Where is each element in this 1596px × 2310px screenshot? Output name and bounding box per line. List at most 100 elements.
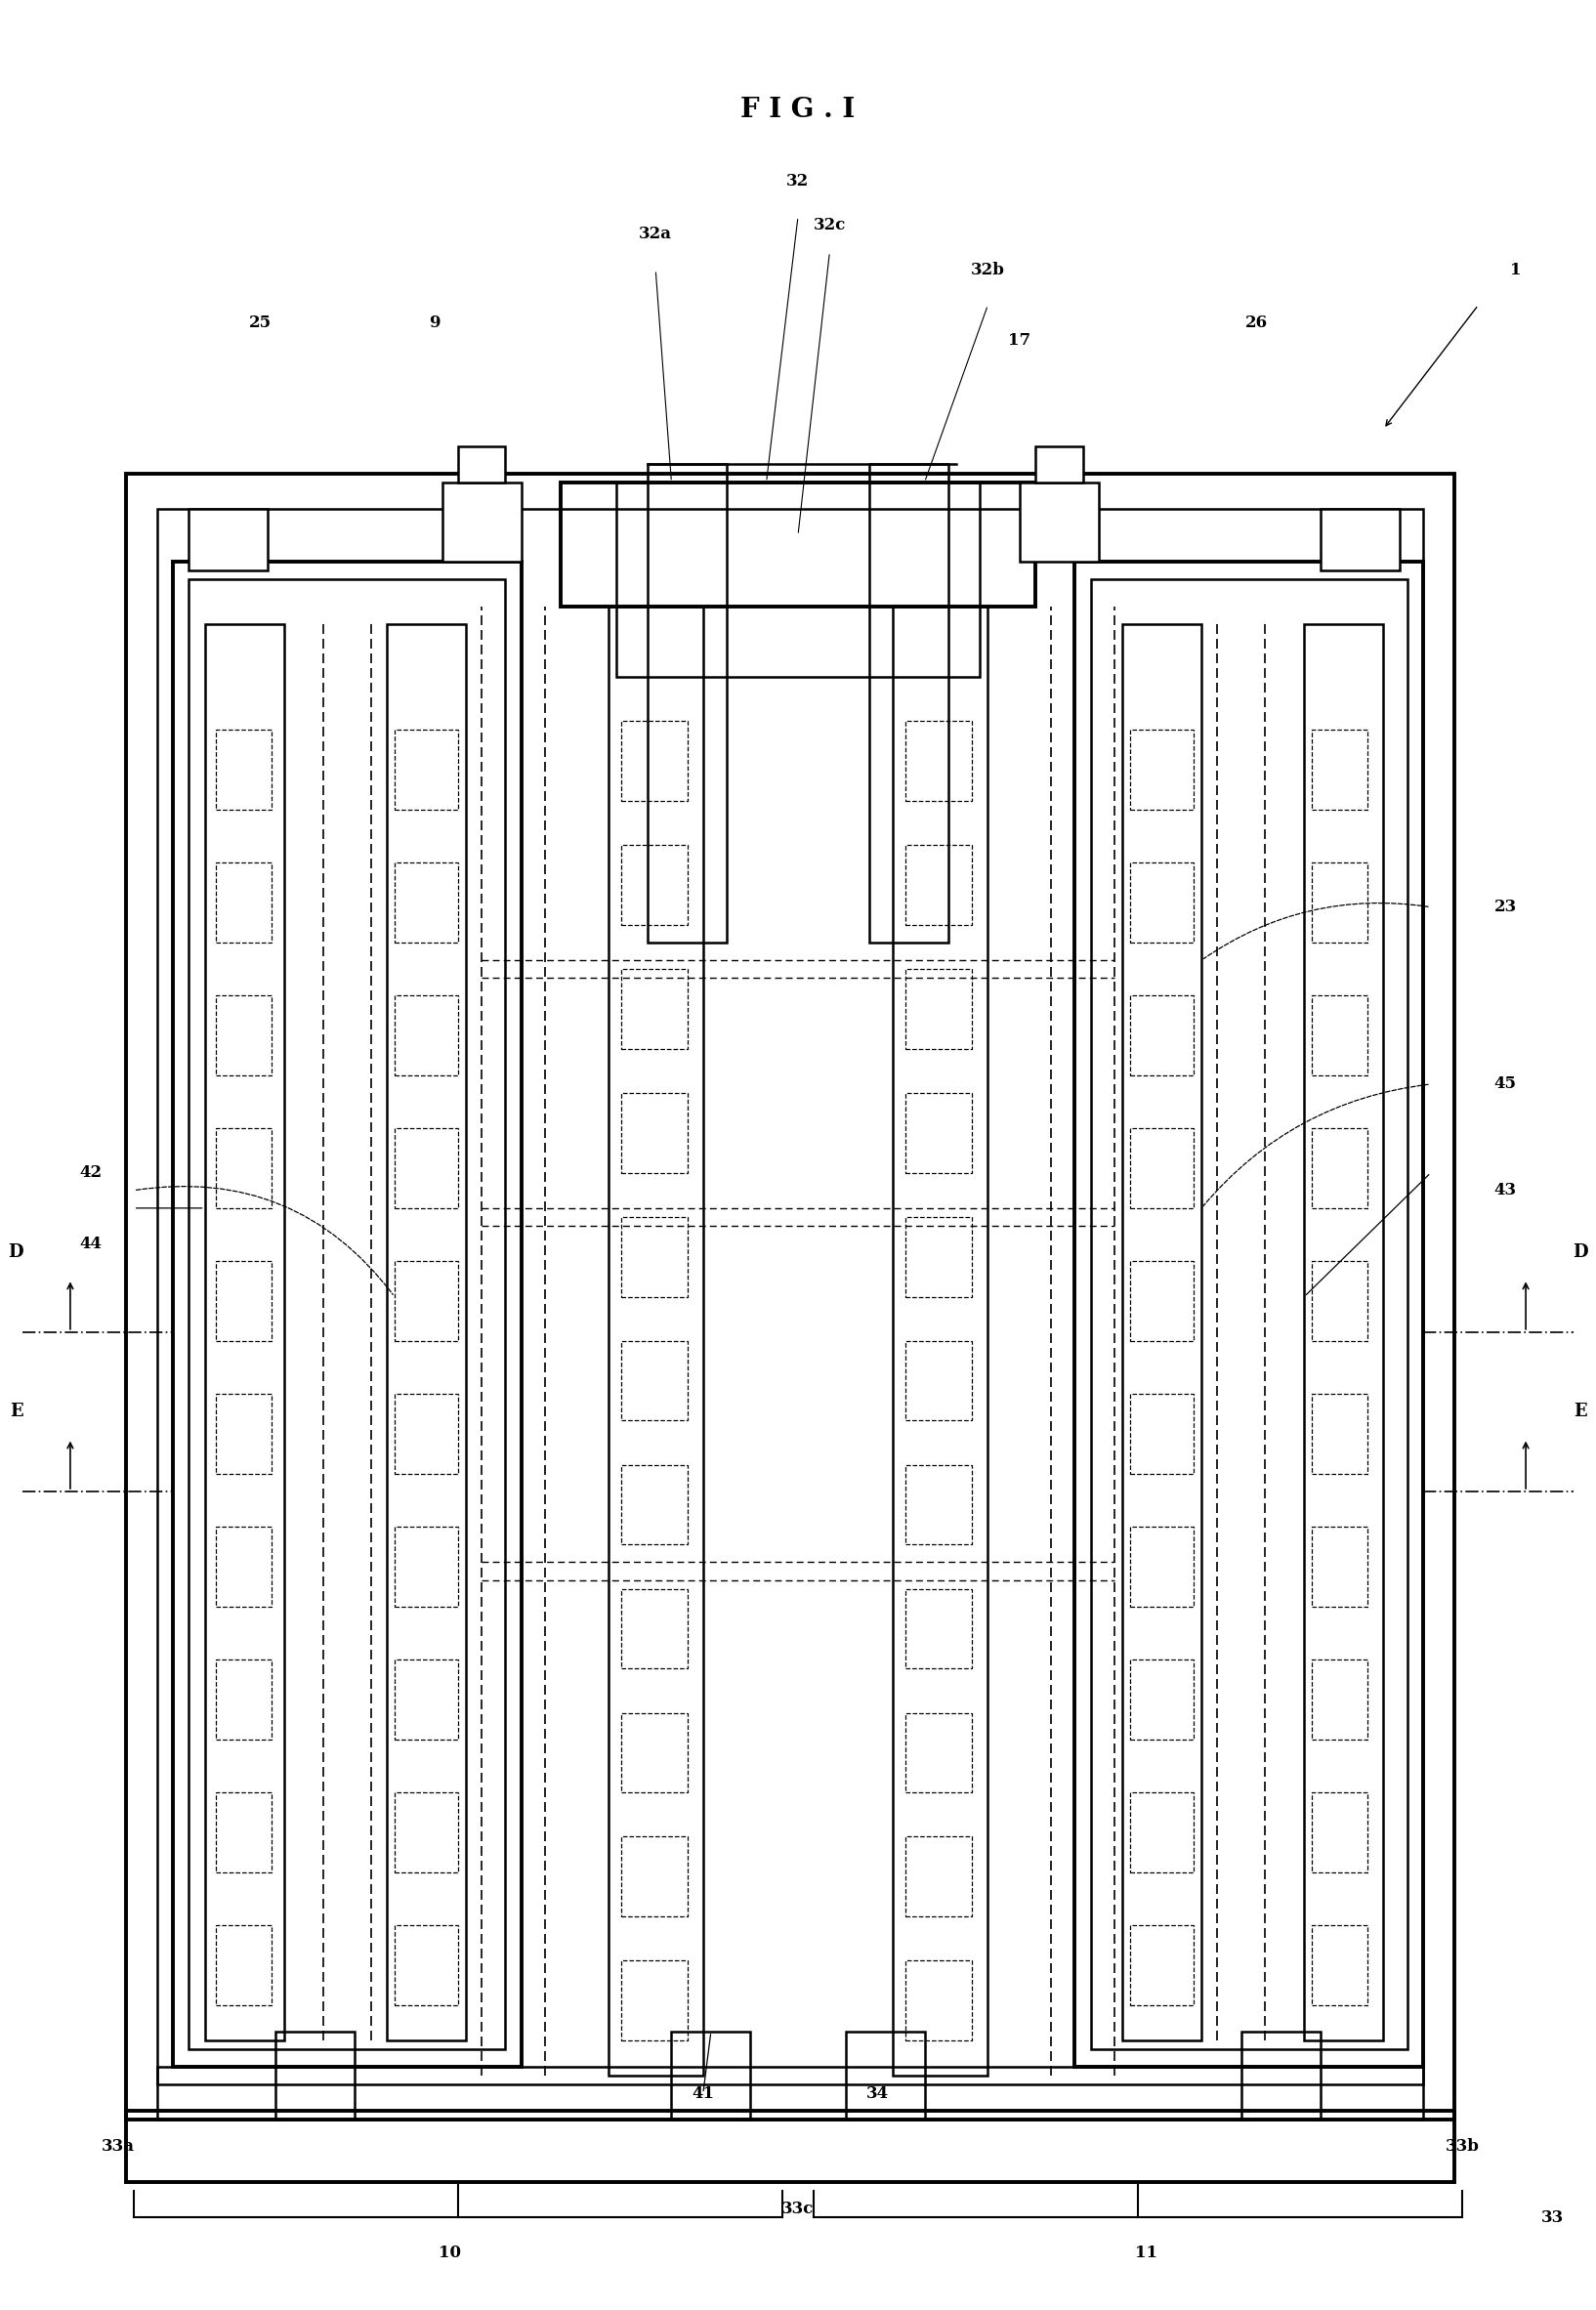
Bar xyxy=(1020,483,1098,561)
Bar xyxy=(1312,1393,1368,1474)
Bar xyxy=(394,1130,458,1208)
Bar xyxy=(1242,2030,1320,2121)
Bar xyxy=(621,721,688,802)
Bar xyxy=(126,2111,1454,2183)
Bar xyxy=(1130,1527,1194,1605)
Bar xyxy=(905,970,972,1049)
Text: 32a: 32a xyxy=(638,226,672,243)
Bar xyxy=(458,446,506,483)
Bar xyxy=(621,1961,688,2040)
Bar xyxy=(616,483,980,677)
Text: 32b: 32b xyxy=(970,261,1005,277)
Bar xyxy=(1130,1393,1194,1474)
Text: 33: 33 xyxy=(1542,2208,1564,2227)
Bar xyxy=(1130,1924,1194,2005)
Text: 17: 17 xyxy=(1009,333,1031,349)
Text: 33b: 33b xyxy=(1446,2139,1479,2155)
Bar xyxy=(870,464,948,942)
Bar xyxy=(215,1130,271,1208)
Text: 42: 42 xyxy=(80,1164,102,1180)
Bar xyxy=(394,864,458,942)
Bar xyxy=(1130,1793,1194,1871)
Bar xyxy=(215,1527,271,1605)
Bar xyxy=(1130,730,1194,811)
Bar xyxy=(621,1340,688,1421)
Bar xyxy=(394,1793,458,1871)
Bar xyxy=(215,1261,271,1340)
Bar xyxy=(1090,580,1408,2049)
Bar xyxy=(905,1217,972,1296)
Bar xyxy=(905,1836,972,1917)
Text: 25: 25 xyxy=(249,314,271,330)
Bar xyxy=(158,508,1424,2084)
Bar xyxy=(386,624,466,2040)
Bar xyxy=(188,508,268,571)
Bar xyxy=(188,580,506,2049)
Bar xyxy=(204,624,284,2040)
Text: 45: 45 xyxy=(1494,1076,1516,1093)
Bar xyxy=(1312,1527,1368,1605)
Text: 32: 32 xyxy=(787,173,809,189)
Bar xyxy=(892,605,988,2077)
Text: 9: 9 xyxy=(428,314,440,330)
Text: 43: 43 xyxy=(1494,1183,1516,1199)
Bar xyxy=(905,1589,972,1668)
Bar xyxy=(394,996,458,1076)
Bar xyxy=(1130,1261,1194,1340)
Bar xyxy=(560,483,1036,605)
Bar xyxy=(905,1340,972,1421)
Text: 10: 10 xyxy=(439,2245,461,2261)
Text: 33c: 33c xyxy=(782,2199,814,2218)
Text: 23: 23 xyxy=(1494,899,1516,915)
Text: 11: 11 xyxy=(1135,2245,1157,2261)
Bar xyxy=(1312,730,1368,811)
Bar xyxy=(1312,1261,1368,1340)
Bar xyxy=(215,1659,271,1739)
Bar xyxy=(394,1924,458,2005)
Bar xyxy=(905,1961,972,2040)
Bar xyxy=(905,1712,972,1793)
Bar xyxy=(621,845,688,924)
Bar xyxy=(215,1793,271,1871)
Bar xyxy=(215,864,271,942)
Text: E: E xyxy=(10,1402,22,1421)
Bar xyxy=(608,605,704,2077)
Bar xyxy=(1130,1659,1194,1739)
Bar xyxy=(621,1836,688,1917)
Bar xyxy=(394,1527,458,1605)
Bar xyxy=(621,1217,688,1296)
Bar xyxy=(621,1465,688,1545)
Bar xyxy=(1074,561,1424,2067)
Text: F I G . I: F I G . I xyxy=(741,97,855,122)
Bar xyxy=(276,2030,354,2121)
Bar xyxy=(215,996,271,1076)
Text: 33a: 33a xyxy=(101,2139,134,2155)
Bar xyxy=(1122,624,1202,2040)
Bar xyxy=(1130,864,1194,942)
Bar xyxy=(215,1924,271,2005)
Bar xyxy=(621,1712,688,1793)
Bar xyxy=(1312,996,1368,1076)
Bar xyxy=(648,464,726,942)
Bar xyxy=(846,2030,924,2121)
Bar xyxy=(905,1465,972,1545)
Bar xyxy=(1036,446,1082,483)
Bar xyxy=(905,1093,972,1173)
Bar xyxy=(621,1589,688,1668)
Bar xyxy=(621,1093,688,1173)
Bar xyxy=(1312,864,1368,942)
Bar xyxy=(1312,1659,1368,1739)
Bar xyxy=(215,1393,271,1474)
Text: 44: 44 xyxy=(80,1236,102,1252)
Bar xyxy=(1312,1924,1368,2005)
Bar xyxy=(1304,624,1384,2040)
Bar xyxy=(394,1659,458,1739)
Text: 41: 41 xyxy=(691,2086,715,2102)
Bar xyxy=(394,1261,458,1340)
Bar xyxy=(1312,1793,1368,1871)
Bar xyxy=(394,730,458,811)
Bar xyxy=(442,483,522,561)
Bar xyxy=(172,561,522,2067)
Bar xyxy=(215,730,271,811)
Bar xyxy=(621,970,688,1049)
